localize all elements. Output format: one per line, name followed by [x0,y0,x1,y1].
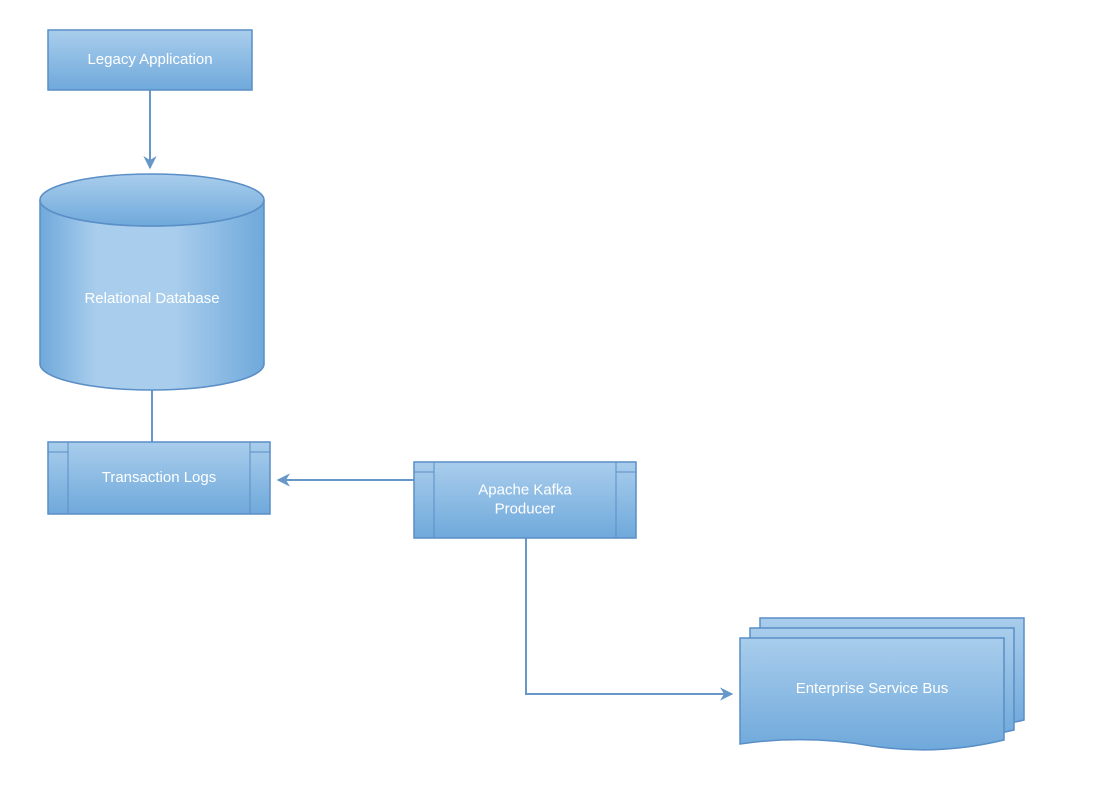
esb-label: Enterprise Service Bus [796,680,949,697]
node-rel-db: Relational Database [40,174,264,390]
kafka-producer-label: Producer [495,500,556,517]
node-tx-logs: Transaction Logs [48,442,270,514]
node-kafka-producer: Apache KafkaProducer [414,462,636,538]
kafka-producer-label: Apache Kafka [478,482,572,499]
legacy-app-label: Legacy Application [87,51,212,68]
nodes-layer: Legacy Application Relational Database Tra… [40,30,1024,750]
tx-logs-label: Transaction Logs [102,469,217,486]
edges-layer [150,90,732,694]
node-legacy-app: Legacy Application [48,30,252,90]
rel-db-label: Relational Database [84,290,219,307]
diagram-canvas: Legacy Application Relational Database Tra… [0,0,1098,808]
node-esb: Enterprise Service Bus [740,618,1024,750]
edge-kafka-producer-to-esb [526,538,732,694]
